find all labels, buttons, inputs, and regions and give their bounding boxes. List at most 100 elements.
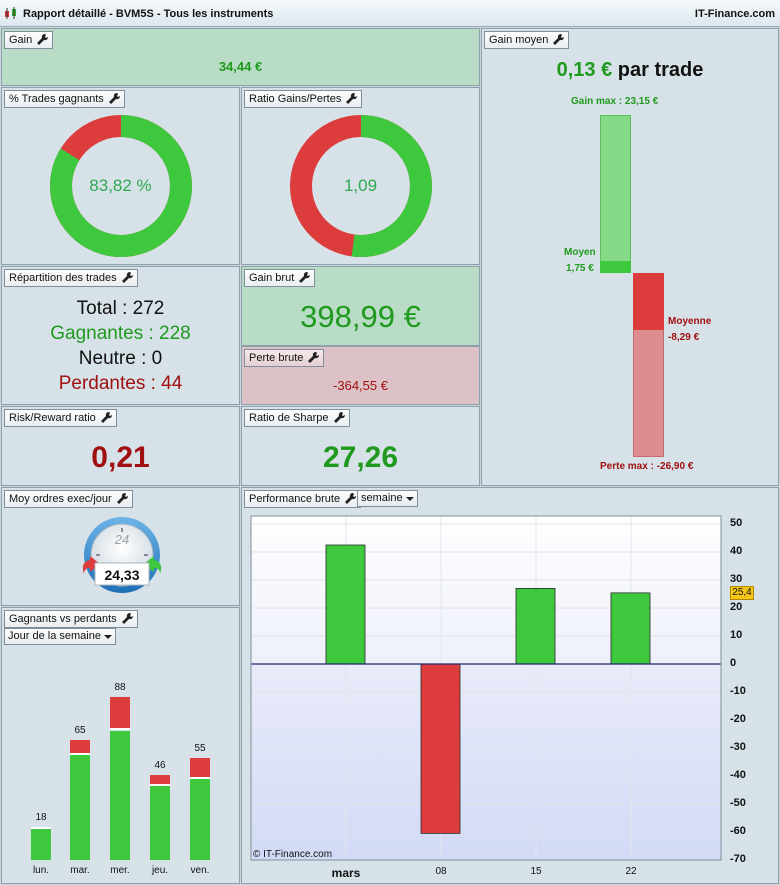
- repartition-panel-title[interactable]: Répartition des trades: [4, 269, 138, 287]
- gvp-loss-bar: [190, 758, 210, 779]
- risk-reward-panel-title[interactable]: Risk/Reward ratio: [4, 409, 117, 427]
- sharpe-panel-title[interactable]: Ratio de Sharpe: [244, 409, 350, 427]
- perte-brute-value: -364,55 €: [333, 378, 388, 393]
- moy-ordres-panel-title[interactable]: Moy ordres exec/jour: [4, 490, 133, 508]
- donut-win-arc: [290, 115, 432, 257]
- perf-period-dropdown[interactable]: semaine: [357, 490, 418, 507]
- perte-brute-panel-title[interactable]: Perte brute: [244, 349, 325, 367]
- gain-value: 34,44 €: [218, 59, 263, 74]
- gain-moyen-panel-title[interactable]: Gain moyen: [484, 31, 570, 49]
- gvp-total-label: 18: [35, 811, 47, 823]
- wrench-icon[interactable]: [116, 492, 129, 505]
- gvp-win-bar: [70, 754, 90, 860]
- y-tick-label: -30: [730, 741, 746, 753]
- gvp-day-label: jeu.: [151, 865, 169, 876]
- x-tick-label: mars: [331, 866, 361, 880]
- gvp-loss-bar: [70, 739, 90, 755]
- moyenne-label: Moyenne: [668, 316, 712, 327]
- y-tick-label: 0: [730, 657, 737, 669]
- risk-reward-value: 0,21: [91, 441, 150, 474]
- gain-brut-title-label: Gain brut: [249, 272, 295, 284]
- y-tick-label: 10: [730, 629, 743, 641]
- gvp-loss-bar: [150, 774, 170, 786]
- risk-reward-panel: Risk/Reward ratio 0,21: [1, 406, 240, 486]
- ratio-gp-label: 1,09: [343, 176, 378, 195]
- wrench-icon[interactable]: [36, 33, 49, 46]
- moy-ordres-panel: Moy ordres exec/jour 24 24,33: [1, 487, 240, 606]
- wrench-icon[interactable]: [121, 271, 134, 284]
- gain-moyen-title-label: Gain moyen: [489, 34, 549, 46]
- wrench-icon[interactable]: [344, 492, 357, 505]
- gain-brut-panel: Gain brut 398,99 €: [241, 266, 480, 346]
- moyen-label: Moyen: [564, 247, 596, 258]
- gvp-period-dropdown[interactable]: Jour de la semaine: [4, 628, 116, 645]
- gvp-win-bar: [31, 828, 51, 860]
- plot-frame: [250, 515, 722, 861]
- total-line: Total : 272: [76, 298, 165, 319]
- y-tick-label: -60: [730, 825, 746, 837]
- x-tick-label: 15: [530, 866, 542, 877]
- perf-panel-title[interactable]: Performance brute: [244, 490, 362, 508]
- donut-win-arc: [50, 115, 192, 257]
- y-tick-label: 50: [730, 517, 743, 529]
- x-tick-label: 22: [625, 866, 637, 877]
- gvp-day-label: mar.: [70, 865, 90, 876]
- moyenne-value: -8,29 €: [668, 332, 700, 343]
- wrench-icon[interactable]: [108, 92, 121, 105]
- moy-ordres-value: 24,33: [104, 567, 140, 583]
- ratio-gp-title-label: Ratio Gains/Pertes: [249, 93, 342, 105]
- perf-chart: 50 40 30 20 10 0 -10 -20 -30 -40 -50 -60 -70 mars 08 15…: [242, 488, 778, 883]
- perte-brute-panel: Perte brute -364,55 €: [241, 346, 480, 405]
- gvp-panel-title[interactable]: Gagnants vs perdants: [4, 610, 138, 628]
- wrench-icon[interactable]: [345, 92, 358, 105]
- gvp-day-label: lun.: [32, 865, 50, 876]
- gvp-day-label: mer.: [110, 865, 130, 876]
- pct-trades-label: 83,82 %: [89, 176, 152, 195]
- gvp-loss-bar: [31, 826, 51, 829]
- chevron-down-icon: [103, 635, 112, 639]
- gvp-title-label: Gagnants vs perdants: [9, 613, 117, 625]
- window-title: Rapport détaillé - BVM5S - Tous les inst…: [23, 8, 274, 20]
- perte-max-label: Perte max : -26,90 €: [600, 461, 694, 472]
- gain-brut-value: 398,99 €: [300, 299, 421, 334]
- gvp-loss-bar: [110, 697, 130, 731]
- gagnantes-line: Gagnantes : 228: [50, 323, 191, 344]
- gvp-win-bar: [190, 778, 210, 860]
- gain-avg-bar: [600, 261, 631, 273]
- gain-brut-panel-title[interactable]: Gain brut: [244, 269, 316, 287]
- loss-avg-bar: [633, 273, 664, 330]
- gain-panel-title[interactable]: Gain: [4, 31, 54, 49]
- pct-trades-title-label: % Trades gagnants: [9, 93, 104, 105]
- repartition-panel: Répartition des trades Total : 272 Gagna…: [1, 266, 240, 405]
- sharpe-title-label: Ratio de Sharpe: [249, 412, 329, 424]
- pct-trades-panel-title[interactable]: % Trades gagnants: [4, 90, 125, 108]
- copyright-label: © IT-Finance.com: [253, 849, 333, 860]
- gvp-total-label: 88: [114, 682, 126, 694]
- perdantes-line: Perdantes : 44: [58, 373, 183, 394]
- gvp-total-label: 55: [194, 743, 206, 755]
- clock-number: 24: [114, 532, 130, 547]
- plot-negative-area: [251, 664, 721, 860]
- gvp-day-label: ven.: [190, 865, 210, 876]
- moy-ordres-title-label: Moy ordres exec/jour: [9, 493, 112, 505]
- wrench-icon[interactable]: [100, 411, 113, 424]
- gain-moyen-panel: Gain moyen 0,13 € par trade Gain max : 2…: [481, 28, 779, 486]
- clock-icon: [82, 517, 162, 593]
- wrench-icon[interactable]: [298, 271, 311, 284]
- brand-label: IT-Finance.com: [694, 8, 775, 20]
- wrench-icon[interactable]: [307, 351, 320, 364]
- ratio-gp-panel-title[interactable]: Ratio Gains/Pertes: [244, 90, 363, 108]
- wrench-icon[interactable]: [121, 612, 134, 625]
- gain-max-label: Gain max : 23,15 €: [571, 96, 659, 107]
- moyen-value: 1,75 €: [566, 263, 594, 274]
- window-titlebar: Rapport détaillé - BVM5S - Tous les inst…: [0, 0, 780, 27]
- gvp-chart: 18 lun. 65 mar. 88 mer. 46 jeu. 55 ven.: [2, 608, 239, 883]
- repartition-title-label: Répartition des trades: [9, 272, 117, 284]
- wrench-icon[interactable]: [552, 33, 565, 46]
- wrench-icon[interactable]: [333, 411, 346, 424]
- y-tick-label: -10: [730, 685, 746, 697]
- gvp-total-label: 65: [74, 724, 86, 736]
- neutre-line: Neutre : 0: [78, 348, 163, 369]
- gain-max-bar: [600, 115, 631, 273]
- y-tick-label: 30: [730, 573, 743, 585]
